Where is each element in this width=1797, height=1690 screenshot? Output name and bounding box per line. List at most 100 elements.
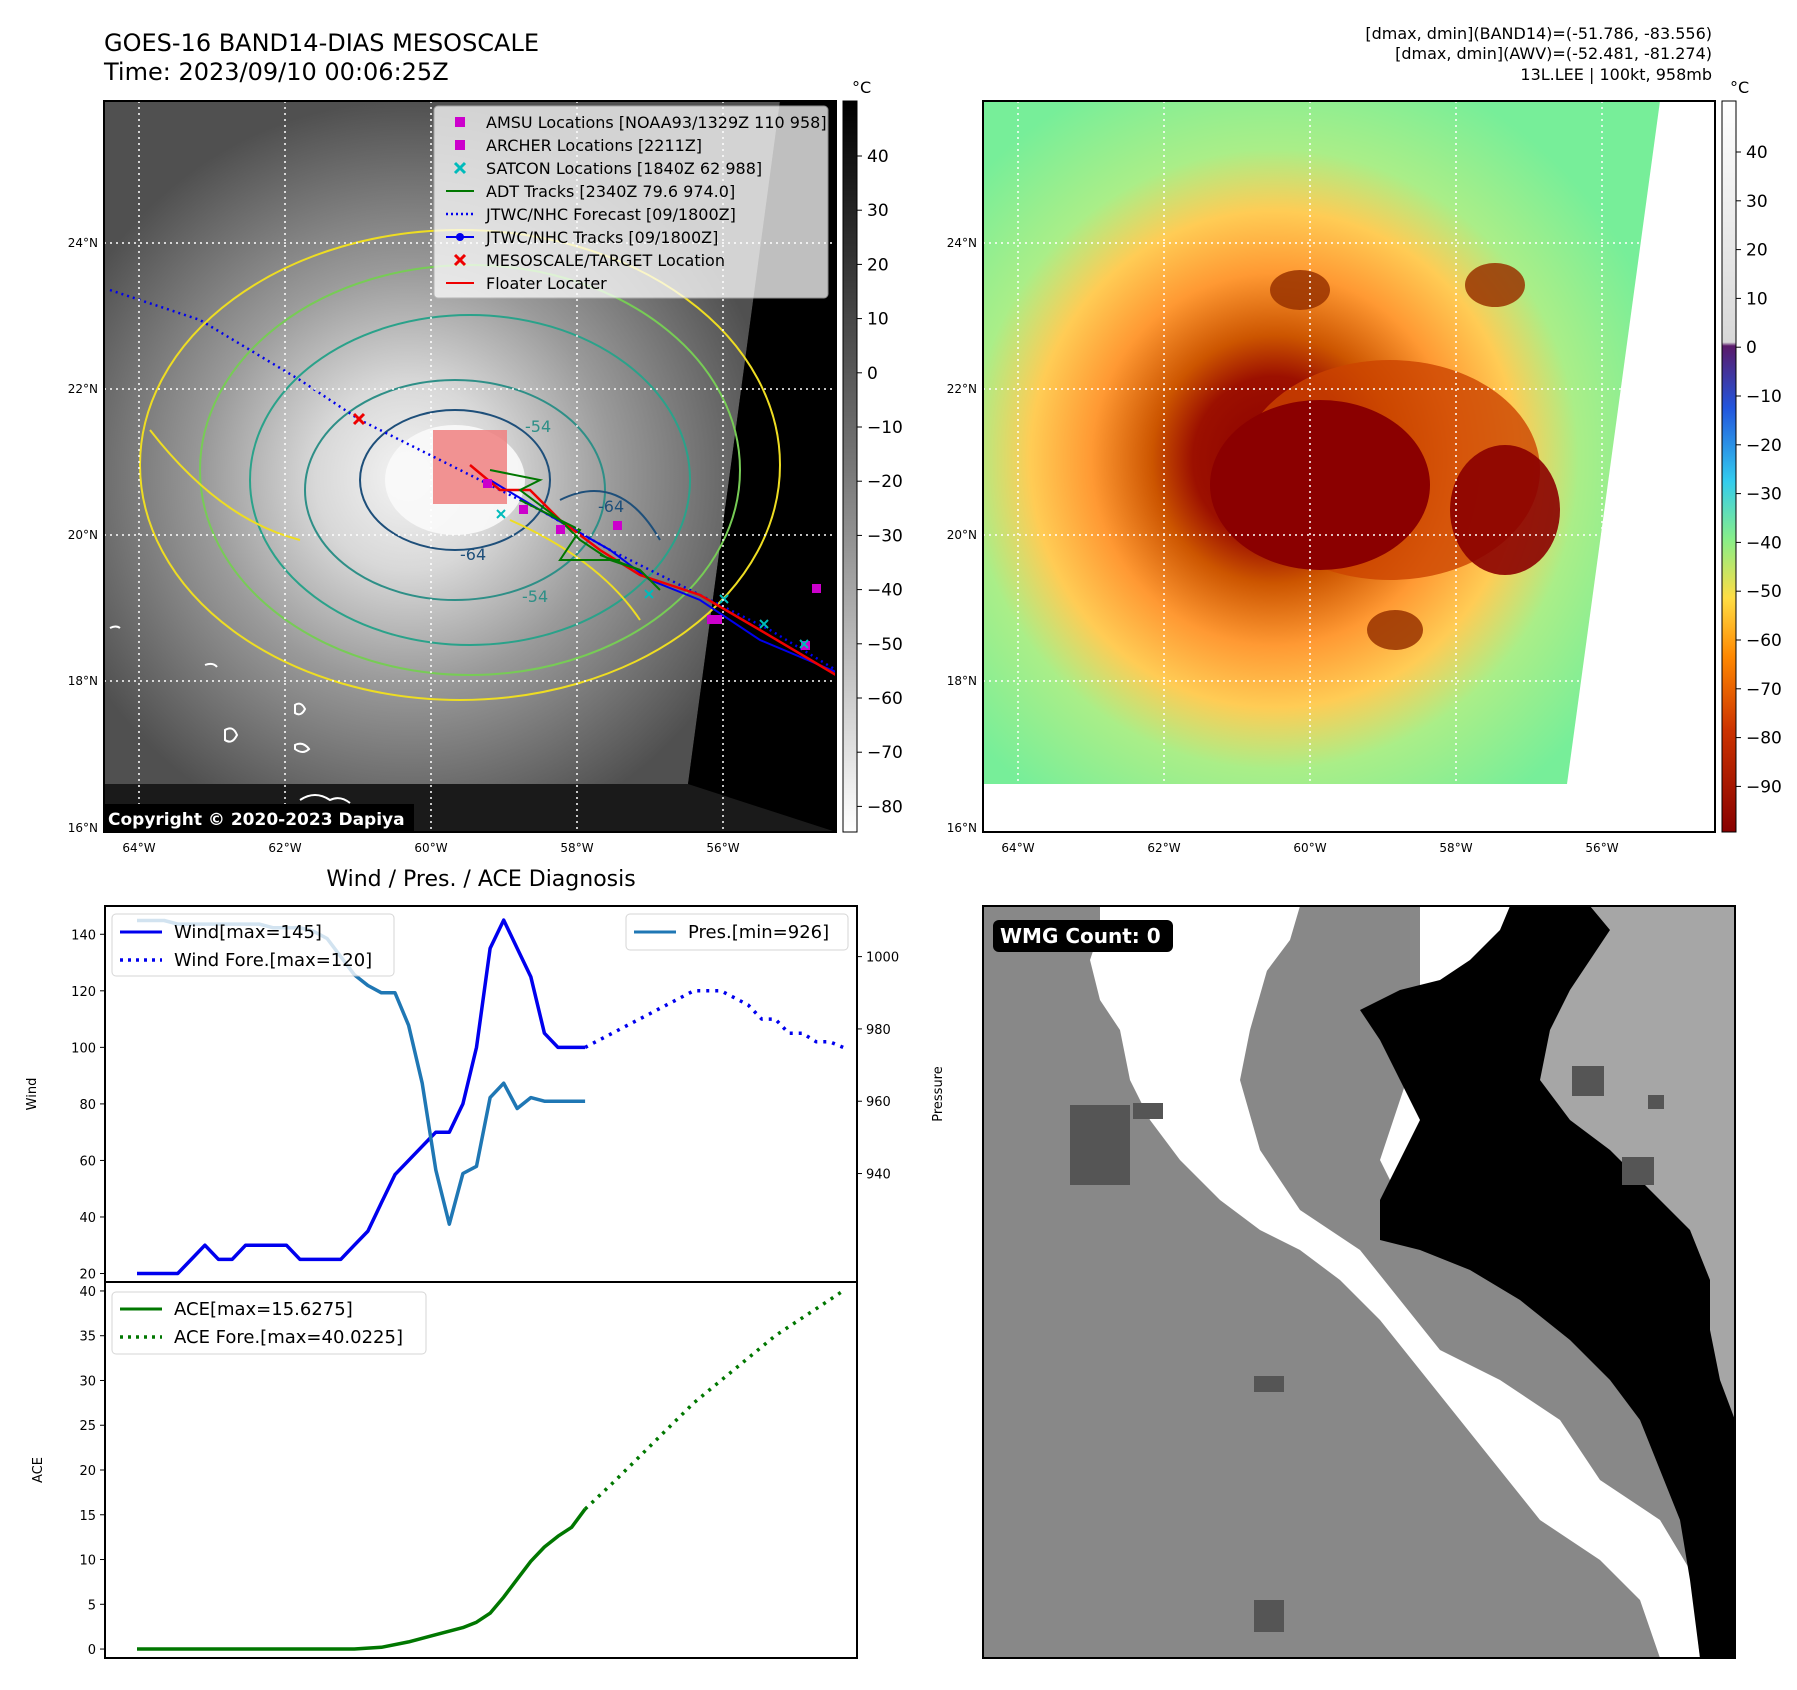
ace-ytick-label: 35 (79, 1330, 96, 1345)
wind-ytick-label: 140 (71, 928, 96, 943)
legend-swatch (453, 253, 467, 267)
colorbar-tick-label: −30 (1746, 485, 1782, 505)
contour-label-2: -54 (525, 417, 551, 436)
ace-legend-label: ACE[max=15.6275] (174, 1299, 353, 1320)
legend-label: Floater Locater (486, 274, 607, 293)
legend-swatch-dot (456, 233, 464, 241)
lon-tick-label: 56°W (706, 841, 739, 855)
wind-forecast-series-line (584, 989, 844, 1050)
ace-series-line (137, 1508, 587, 1651)
colorbar-tick-label: −10 (867, 418, 903, 438)
info-awv-range: [dmax, dmin](AWV)=(-52.481, -81.274) (1395, 44, 1712, 63)
pressure-ytick-label: 980 (866, 1023, 891, 1038)
lat-tick-label: 18°N (68, 674, 98, 688)
contour-label-1: -64 (460, 545, 486, 564)
copyright-box (104, 804, 414, 832)
ace-ytick-label: 10 (79, 1554, 96, 1569)
ace-series-group (137, 1289, 845, 1651)
ir-contours (139, 229, 781, 701)
wmg-white-region (1090, 906, 1700, 1658)
ace-legend-box (111, 1291, 427, 1355)
wind-ytick-label: 60 (79, 1154, 96, 1169)
wind-yaxis-ticks: 20 40 60 80 100 120 140 (71, 928, 105, 1283)
color-cell-1 (1270, 270, 1330, 310)
contour-label-4: -64 (598, 497, 624, 516)
colorbar-tick-label: −50 (1746, 582, 1782, 602)
colorbar-tick-label: −80 (867, 797, 903, 817)
copyright-text: Copyright © 2020-2023 Dapiya (108, 810, 405, 830)
wind-ytick-label: 80 (79, 1098, 96, 1113)
color-cell-2 (1465, 263, 1525, 307)
wind-ytick-label: 100 (71, 1041, 96, 1056)
color-axis-ticks: 24°N 22°N 20°N 18°N 16°N 64°W 62°W 60°W 58°W 56°W (947, 236, 1619, 855)
wmg-white-upper (1180, 906, 1300, 1020)
track-legend: AMSU Locations [NOAA93/1329Z 110 958] ARC… (433, 105, 829, 299)
colorbar-tick-label: 0 (1746, 338, 1757, 358)
ace-ytick-label: 25 (79, 1419, 96, 1434)
wind-pressure-chart: 20 40 60 80 100 120 140 940 960 980 1000 Wind Pre… (25, 905, 946, 1283)
ace-ytick-label: 15 (79, 1509, 96, 1524)
legend-label: SATCON Locations [1840Z 62 988] (486, 159, 762, 178)
legend-label: JTWC/NHC Forecast [09/1800Z] (485, 205, 736, 224)
color-colorbar-ticks: 40 30 20 10 0 −10 −20 −30 −40 −50 −60 −70 −80 −90 (1736, 143, 1782, 797)
ace-ytick-label: 0 (88, 1643, 96, 1658)
color-cell-3 (1367, 610, 1423, 650)
ir-grayscale-panel: -64 -54 -54 -64 (68, 78, 903, 855)
lat-tick-label: 20°N (947, 528, 977, 542)
colorbar-tick-label: −80 (1746, 729, 1782, 749)
colorbar-tick-label: 30 (867, 201, 889, 221)
ir-frame (103, 100, 837, 833)
pressure-legend: Pres.[min=926] (625, 913, 849, 951)
lon-tick-label: 62°W (1147, 841, 1180, 855)
legend-swatch (455, 117, 465, 127)
colorbar-tick-label: 40 (867, 147, 889, 167)
colorbar-tick-label: 30 (1746, 192, 1768, 212)
lon-tick-label: 58°W (1439, 841, 1472, 855)
ace-legend: ACE[max=15.6275] ACE Fore.[max=40.0225] (111, 1291, 427, 1355)
legend-label: AMSU Locations [NOAA93/1329Z 110 958] (486, 113, 827, 132)
ace-ylabel: ACE (31, 1457, 46, 1483)
wmg-panel: WMG Count: 0 (982, 905, 1736, 1659)
pressure-ytick-label: 1000 (866, 951, 899, 966)
info-band14-range: [dmax, dmin](BAND14)=(-51.786, -83.556) (1365, 24, 1712, 43)
pressure-ytick-label: 940 (866, 1168, 891, 1183)
wmg-black-region (1360, 906, 1735, 1658)
lat-tick-label: 24°N (947, 236, 977, 250)
lat-tick-label: 22°N (68, 382, 98, 396)
wmg-count-badge (993, 920, 1173, 952)
colorbar-tick-label: 40 (1746, 143, 1768, 163)
wind-ytick-label: 120 (71, 985, 96, 1000)
ir-color-panel: 24°N 22°N 20°N 18°N 16°N 64°W 62°W 60°W 58°W 56°W… (947, 78, 1782, 855)
lon-tick-label: 56°W (1585, 841, 1618, 855)
color-nodata-bottom (983, 784, 1583, 832)
pressure-legend-box (625, 913, 849, 951)
legend-label: ARCHER Locations [2211Z] (486, 136, 702, 155)
lon-tick-label: 64°W (122, 841, 155, 855)
pressure-legend-label: Pres.[min=926] (688, 922, 829, 943)
legend-box (433, 105, 829, 299)
colorbar-tick-label: −70 (1746, 680, 1782, 700)
lat-tick-label: 18°N (947, 674, 977, 688)
colorbar-tick-label: −70 (867, 743, 903, 763)
wind-legend-box (111, 913, 395, 977)
gray-colorbar (842, 100, 858, 833)
lat-tick-label: 16°N (68, 821, 98, 835)
wind-ylabel: Wind (25, 1078, 40, 1111)
colorbar-tick-label: −50 (867, 635, 903, 655)
colorbar-tick-label: −10 (1746, 387, 1782, 407)
lon-tick-label: 64°W (1001, 841, 1034, 855)
gray-colorbar-ticks: 40 30 20 10 0 −10 −20 −30 −40 −50 −60 −70 −80 (857, 147, 903, 817)
color-eye-region (1210, 400, 1430, 570)
wind-legend-label: Wind[max=145] (174, 922, 322, 943)
wind-ytick-label: 40 (79, 1211, 96, 1226)
colorbar-tick-label: −40 (867, 581, 903, 601)
lat-tick-label: 16°N (947, 821, 977, 835)
colorbar-tick-label: −40 (1746, 533, 1782, 553)
pressure-ytick-label: 960 (866, 1095, 891, 1110)
wind-series-line (137, 918, 586, 1276)
ace-fore-legend-label: ACE Fore.[max=40.0225] (174, 1327, 403, 1348)
lat-tick-label: 24°N (68, 236, 98, 250)
ace-ytick-label: 30 (79, 1374, 96, 1389)
ace-ytick-label: 40 (79, 1285, 96, 1300)
